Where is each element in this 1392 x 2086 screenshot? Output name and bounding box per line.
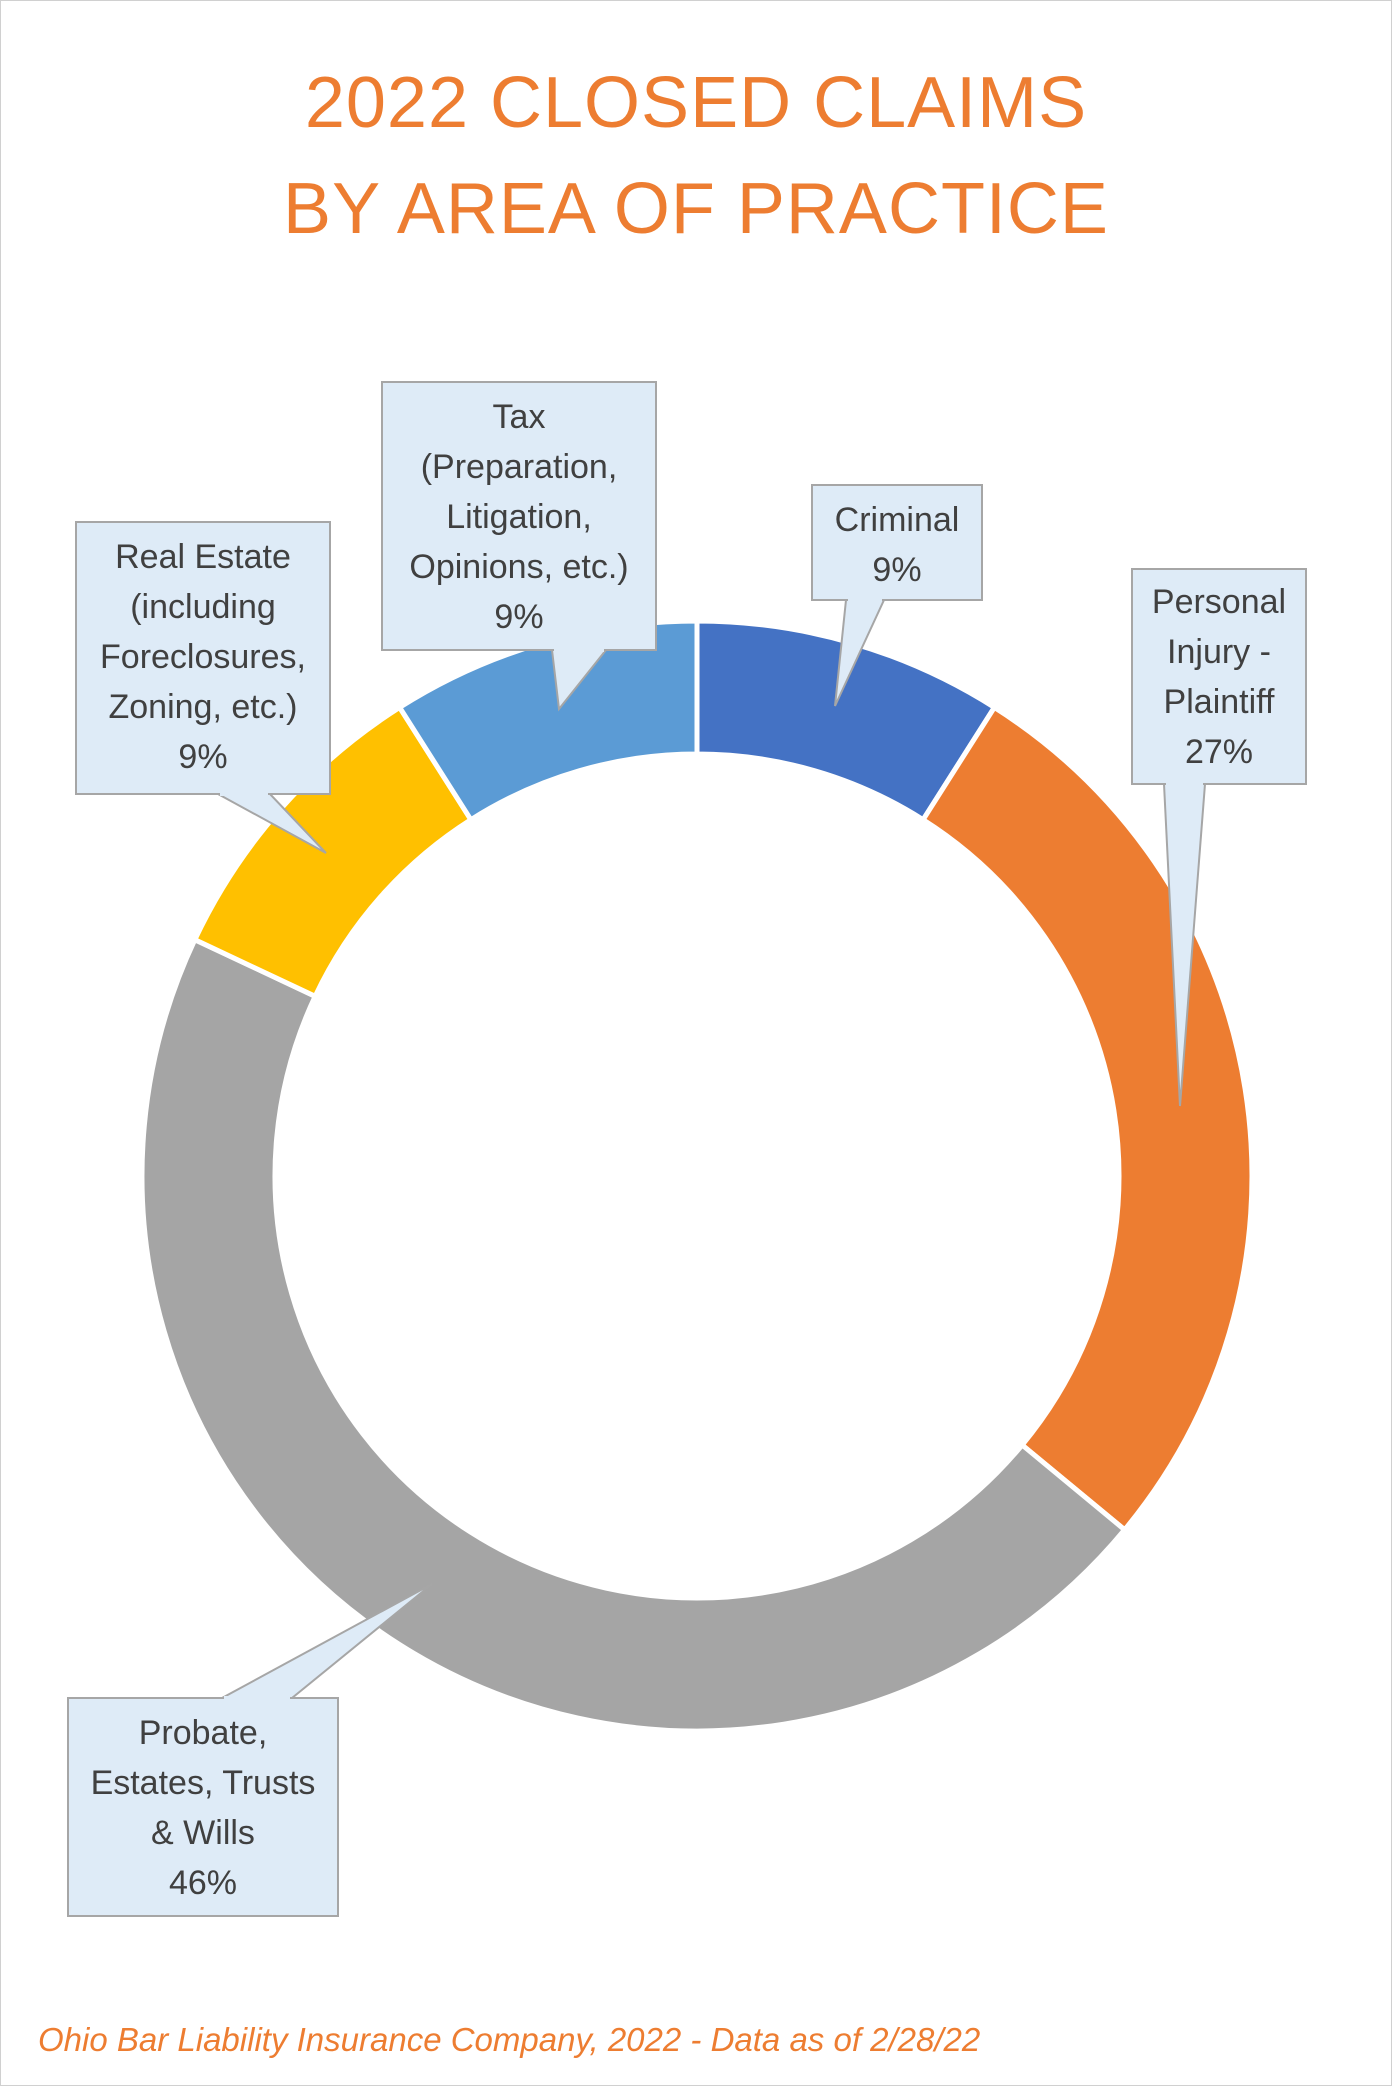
data-label-4-line-2: Litigation, (446, 498, 592, 536)
data-label-3: Real Estate (including Foreclosures, Zoning… (76, 532, 330, 782)
source-note: Ohio Bar Liability Insurance Company, 20… (38, 2021, 981, 2058)
data-label-0-value: 9% (872, 551, 922, 589)
data-label-4-value: 9% (494, 598, 544, 636)
data-label-3-line-1: (including (130, 588, 276, 626)
callout-box-4 (381, 381, 657, 651)
chart-title-line-2: BY AREA OF PRACTICE (283, 169, 1109, 249)
data-label-4: Tax (Preparation, Litigation, Opinions, etc… (382, 392, 656, 642)
data-label-0-line-0: Criminal (834, 501, 960, 539)
data-label-2-line-0: Probate, (138, 1714, 268, 1752)
data-label-callouts (67, 381, 1307, 1917)
chart-title-line-1: 2022 CLOSED CLAIMS (304, 63, 1088, 143)
data-label-3-line-3: Zoning, etc.) (108, 688, 298, 726)
data-label-4-line-0: Tax (492, 398, 546, 436)
donut-slice-2 (139, 936, 1129, 1734)
callout-box-1 (1131, 568, 1307, 785)
data-label-1-line-1: Injury - (1167, 633, 1271, 671)
callout-box-2 (67, 1697, 339, 1917)
data-label-1: Personal Injury - Plaintiff 27% (1132, 577, 1306, 777)
data-label-1-line-0: Personal (1151, 583, 1287, 621)
donut-slice-1 (919, 703, 1255, 1534)
data-label-3-value: 9% (178, 738, 228, 776)
data-label-3-line-2: Foreclosures, (100, 638, 306, 676)
data-label-2-value: 46% (168, 1864, 238, 1902)
donut-slice-4 (396, 618, 700, 824)
data-label-3-line-0: Real Estate (115, 538, 291, 576)
data-label-2-line-2: & Wills (151, 1814, 255, 1852)
data-label-2: Probate, Estates, Trusts & Wills 46% (68, 1708, 338, 1908)
data-label-2-line-1: Estates, Trusts (90, 1764, 316, 1802)
data-label-4-line-1: (Preparation, (420, 448, 618, 486)
data-label-4-line-3: Opinions, etc.) (409, 548, 629, 586)
callout-box-0 (811, 484, 983, 601)
data-label-0: Criminal 9% (812, 495, 982, 595)
chart-title: 2022 CLOSED CLAIMS BY AREA OF PRACTICE (0, 50, 1392, 262)
data-label-1-value: 27% (1184, 733, 1254, 771)
data-label-1-line-2: Plaintiff (1163, 683, 1275, 721)
callout-box-3 (75, 521, 331, 795)
